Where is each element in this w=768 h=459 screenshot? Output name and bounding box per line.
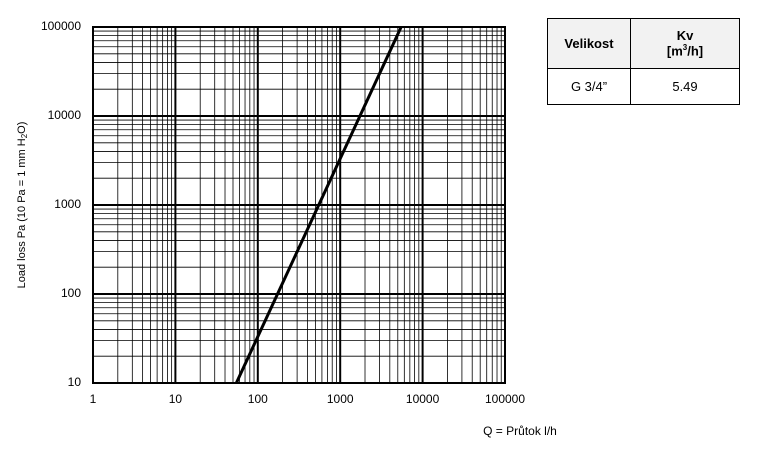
y-label-text: Load loss Pa (10 Pa = 1 mm H	[16, 138, 28, 288]
kv-table: Velikost Kv [m3/h] G 3/4” 5.49	[547, 18, 740, 105]
x-tick-label: 100000	[485, 392, 525, 406]
header-text: Kv	[676, 28, 694, 44]
y-tick-label: 100	[61, 286, 81, 300]
y-tick-label: 1000	[54, 197, 81, 211]
data-line	[234, 26, 403, 384]
y-tick-label: 10000	[48, 108, 82, 122]
header-cell: Velikost	[547, 18, 631, 69]
unit-sup: 3	[682, 43, 688, 53]
table-row: G 3/4” 5.49	[547, 68, 740, 105]
cell: G 3/4”	[547, 68, 631, 105]
x-tick-label: 100	[248, 392, 268, 406]
y-label-sub: 2	[20, 133, 29, 138]
y-axis-label: Load loss Pa (10 Pa = 1 mm H2O)	[16, 122, 29, 289]
x-axis-label: Q = Průtok l/h	[483, 424, 557, 438]
x-tick-label: 1000	[327, 392, 354, 406]
x-tick-label: 10	[169, 392, 183, 406]
x-tick-label: 10000	[406, 392, 440, 406]
y-label-end: O)	[16, 122, 28, 134]
cell: 5.49	[630, 68, 740, 105]
unit-text: /h]	[687, 43, 704, 59]
y-tick-label: 100000	[41, 19, 81, 33]
x-tick-label: 1	[90, 392, 97, 406]
header-cell: Kv [m3/h]	[630, 18, 740, 69]
plot-border	[92, 26, 506, 384]
unit-text: [m	[666, 43, 683, 59]
table-header: Velikost Kv [m3/h]	[547, 18, 740, 69]
y-tick-label: 10	[68, 375, 82, 389]
